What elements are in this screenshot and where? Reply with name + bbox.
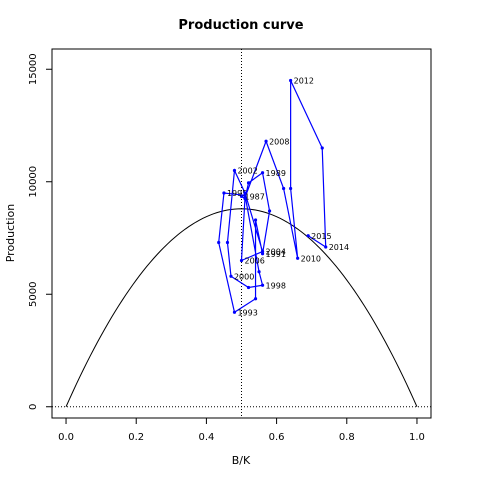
data-point [243, 195, 247, 200]
data-point [296, 256, 300, 260]
y-tick-label: 0 [28, 404, 39, 410]
y-tick-label: 5000 [28, 282, 39, 307]
data-point [320, 146, 324, 150]
data-point [253, 297, 258, 301]
data-point [282, 186, 286, 191]
data-point-label: 2012 [294, 77, 314, 86]
data-point-label: 2000 [234, 272, 254, 281]
data-point-label: 2014 [329, 243, 349, 252]
data-point [232, 168, 237, 173]
plot-frame [51, 48, 432, 419]
data-point [217, 240, 221, 245]
data-point-label: 2010 [301, 254, 321, 263]
data-point [260, 249, 265, 254]
y-axis-label: Production [4, 204, 17, 263]
data-point [267, 209, 272, 213]
plot-layer: 0.0 0.2 0.4 0.6 0.8 1.0 0 5000 10000 15000 1987 198… [28, 48, 432, 443]
data-point [232, 310, 237, 314]
data-point [289, 78, 293, 83]
data-point-label: 2002 [237, 167, 257, 176]
data-point [243, 191, 247, 195]
x-tick-label: 0.8 [339, 432, 355, 443]
series-line [218, 80, 327, 314]
data-point-label: 1991 [266, 250, 286, 259]
data-point-label: 1987 [245, 192, 265, 201]
data-point [246, 285, 251, 290]
data-point [239, 194, 244, 198]
y-tick-label: 10000 [28, 166, 39, 198]
data-point [324, 245, 328, 249]
chart-title: Production curve [178, 18, 303, 33]
data-point [229, 274, 233, 278]
data-point [306, 234, 310, 238]
data-point [264, 139, 268, 143]
x-tick-label: 0.6 [269, 432, 285, 443]
production-curve [65, 208, 418, 407]
data-point [260, 171, 265, 175]
data-point [222, 191, 226, 195]
data-point-label: 2015 [311, 232, 331, 241]
data-point [260, 283, 265, 287]
data-point [260, 252, 265, 256]
data-point-label: 1993 [237, 308, 257, 317]
data-point [289, 186, 293, 191]
x-tick-label: 0.0 [58, 432, 74, 443]
data-point [243, 193, 247, 197]
data-point-label: 2004 [266, 248, 286, 257]
data-point-label: 1998 [266, 281, 286, 290]
data-point-label: 1989 [266, 169, 286, 178]
data-point-label: 2008 [269, 137, 289, 146]
y-tick-label: 15000 [28, 53, 39, 85]
x-tick-label: 1.0 [409, 432, 425, 443]
x-tick-label: 0.4 [198, 432, 214, 443]
data-point-label: 1995 [227, 189, 247, 198]
data-point [239, 258, 244, 263]
data-point [246, 181, 251, 185]
x-axis-label: B/K [232, 454, 251, 467]
data-point [253, 218, 258, 222]
data-point-label: 2006 [245, 257, 265, 266]
data-point [257, 270, 261, 274]
x-tick-label: 0.2 [128, 432, 144, 443]
data-point [225, 240, 230, 245]
